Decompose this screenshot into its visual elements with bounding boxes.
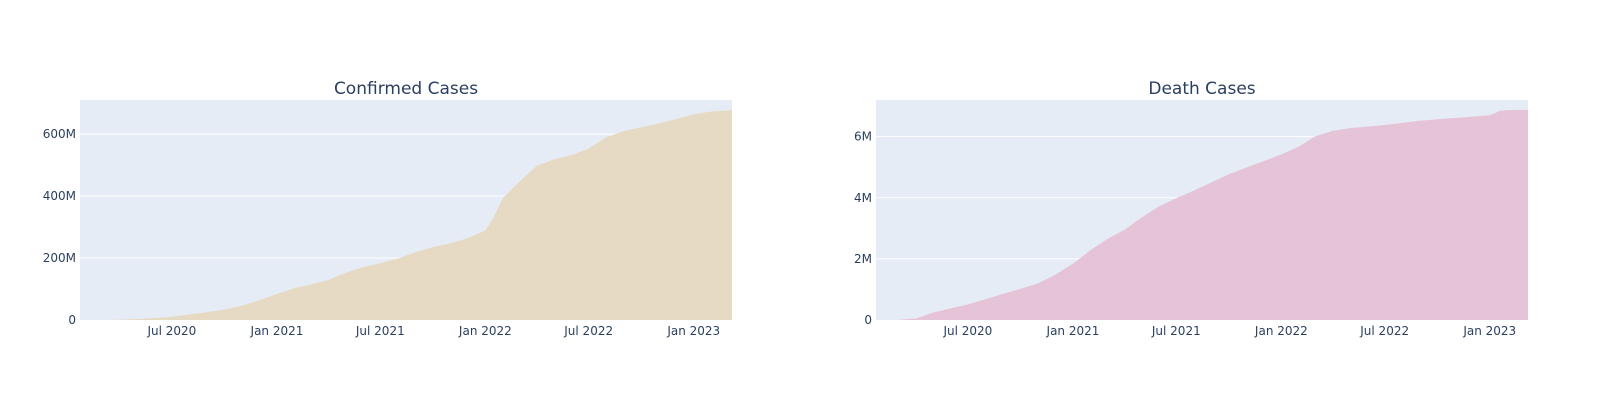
y-tick-label: 0 [864,313,872,327]
y-tick-label: 6M [854,130,872,144]
x-tick-label: Jul 2021 [355,324,405,338]
x-tick-label: Jan 2023 [666,324,720,338]
y-tick-label: 0 [68,313,76,327]
y-tick-label: 400M [43,189,76,203]
x-tick-label: Jan 2022 [458,324,512,338]
confirmed-cases-chart: 0 200M 400M 600M Jul 2020 Jan 2021 Jul 2021 Ja… [43,79,732,338]
chart-title: Confirmed Cases [334,79,478,99]
x-tick-label: Jan 2021 [1046,324,1100,338]
area-series [80,110,732,321]
x-axis-ticks: Jul 2020 Jan 2021 Jul 2021 Jan 2022 Jul 2022… [942,324,1516,338]
y-tick-label: 2M [854,252,872,266]
y-axis-ticks: 0 2M 4M 6M [854,130,872,327]
y-tick-label: 4M [854,191,872,205]
y-tick-label: 200M [43,251,76,265]
x-tick-label: Jan 2023 [1462,324,1516,338]
x-axis-ticks: Jul 2020 Jan 2021 Jul 2021 Jan 2022 Jul 2022… [146,324,720,338]
x-tick-label: Jul 2020 [942,324,992,338]
x-tick-label: Jul 2021 [1151,324,1201,338]
y-tick-label: 600M [43,127,76,141]
death-cases-chart: 0 2M 4M 6M Jul 2020 Jan 2021 Jul 2021 Jan 2022… [854,79,1528,338]
x-tick-label: Jul 2022 [1359,324,1409,338]
x-tick-label: Jul 2020 [146,324,196,338]
x-tick-label: Jan 2021 [250,324,304,338]
x-tick-label: Jan 2022 [1254,324,1308,338]
chart-title: Death Cases [1148,79,1255,99]
x-tick-label: Jul 2022 [563,324,613,338]
y-axis-ticks: 0 200M 400M 600M [43,127,76,327]
area-series [876,109,1528,321]
